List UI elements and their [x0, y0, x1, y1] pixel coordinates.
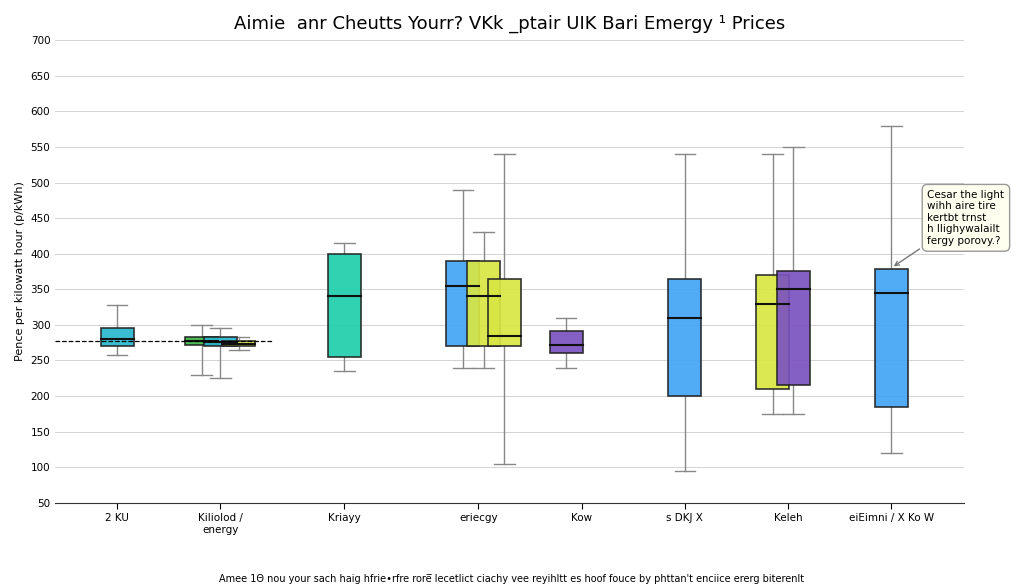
FancyBboxPatch shape	[874, 269, 908, 407]
Y-axis label: Pence per kilowatt hour (p/kWh): Pence per kilowatt hour (p/kWh)	[15, 181, 25, 362]
FancyBboxPatch shape	[328, 254, 360, 357]
FancyBboxPatch shape	[669, 278, 701, 396]
FancyBboxPatch shape	[100, 328, 133, 346]
FancyBboxPatch shape	[756, 275, 790, 389]
FancyBboxPatch shape	[204, 337, 237, 346]
Text: Amee 1Θ nou your sach haig hfrie•rfre rore̅ lecetlict ciachy vee reyihltt es hoo: Amee 1Θ nou your sach haig hfrie•rfre ro…	[219, 574, 805, 584]
FancyBboxPatch shape	[222, 340, 255, 346]
Text: Cesar the light
wihh aire tire
kertbt trnst
h llighywalailt
fergy porovy.?: Cesar the light wihh aire tire kertbt tr…	[895, 190, 1005, 266]
FancyBboxPatch shape	[467, 261, 500, 346]
FancyBboxPatch shape	[777, 271, 810, 386]
FancyBboxPatch shape	[185, 337, 218, 345]
FancyBboxPatch shape	[550, 331, 583, 353]
FancyBboxPatch shape	[487, 278, 521, 346]
Title: Aimie  anr Cheutts Yourr? VKk _ptair UIK Bari Emergy ¹ Prices: Aimie anr Cheutts Yourr? VKk _ptair UIK …	[233, 15, 785, 33]
FancyBboxPatch shape	[446, 261, 479, 346]
